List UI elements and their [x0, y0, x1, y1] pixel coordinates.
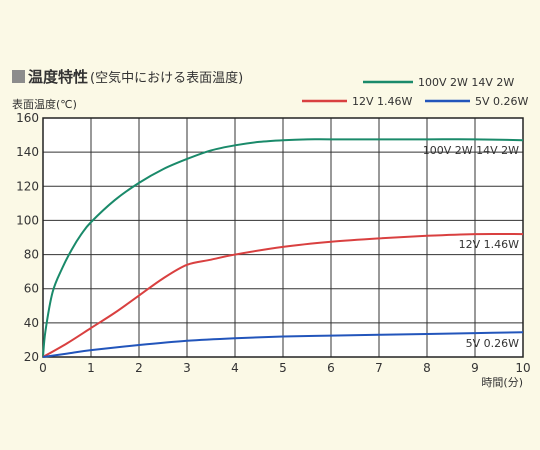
grid — [42, 117, 524, 358]
series-100v-2w-line — [42, 138, 524, 358]
y-tick-label: 20 — [24, 350, 39, 364]
x-tick-label: 9 — [471, 361, 479, 375]
y-tick-label: 60 — [24, 282, 39, 296]
x-tick-label: 2 — [135, 361, 143, 375]
series-5v-026w-line — [42, 331, 524, 358]
x-tick-label: 4 — [231, 361, 239, 375]
chart-subtitle: (空気中における表面温度) — [90, 71, 244, 86]
x-tick-label: 1 — [87, 361, 95, 375]
end-label-12v-146w: 12V 1.46W — [459, 238, 520, 251]
legend-5v-026w-label: 5V 0.26W — [475, 95, 529, 108]
chart-title: 温度特性 — [28, 68, 89, 86]
x-tick-label: 5 — [279, 361, 287, 375]
y-tick-label: 160 — [16, 111, 39, 125]
y-tick-label: 100 — [16, 213, 39, 227]
series-lines — [42, 138, 524, 358]
y-tick-label: 80 — [24, 248, 39, 262]
legend: 100V 2W 14V 2W 12V 1.46W 5V 0.26W — [302, 76, 529, 108]
y-tick-label: 140 — [16, 145, 39, 159]
x-tick-label: 7 — [375, 361, 383, 375]
y-tick-label: 120 — [16, 179, 39, 193]
end-label-5v-026w: 5V 0.26W — [466, 337, 520, 350]
y-tick-label: 40 — [24, 316, 39, 330]
end-label-100v-2w: 100V 2W 14V 2W — [423, 144, 519, 157]
x-axis-label: 時間(分) — [481, 376, 523, 389]
y-axis-label: 表面温度(℃) — [12, 97, 77, 111]
x-tick-label: 3 — [183, 361, 191, 375]
title-marker-icon — [12, 70, 25, 83]
chart-title-row: 温度特性 (空気中における表面温度) — [12, 66, 243, 87]
plot-frame — [42, 117, 524, 358]
legend-12v-146w-label: 12V 1.46W — [352, 95, 413, 108]
series-12v-146w-line — [42, 232, 524, 358]
x-tick-label: 8 — [423, 361, 431, 375]
x-tick-label: 6 — [327, 361, 335, 375]
x-tick-label: 10 — [515, 361, 530, 375]
x-tick-label: 0 — [39, 361, 47, 375]
legend-100v-2w-label: 100V 2W 14V 2W — [418, 76, 514, 89]
